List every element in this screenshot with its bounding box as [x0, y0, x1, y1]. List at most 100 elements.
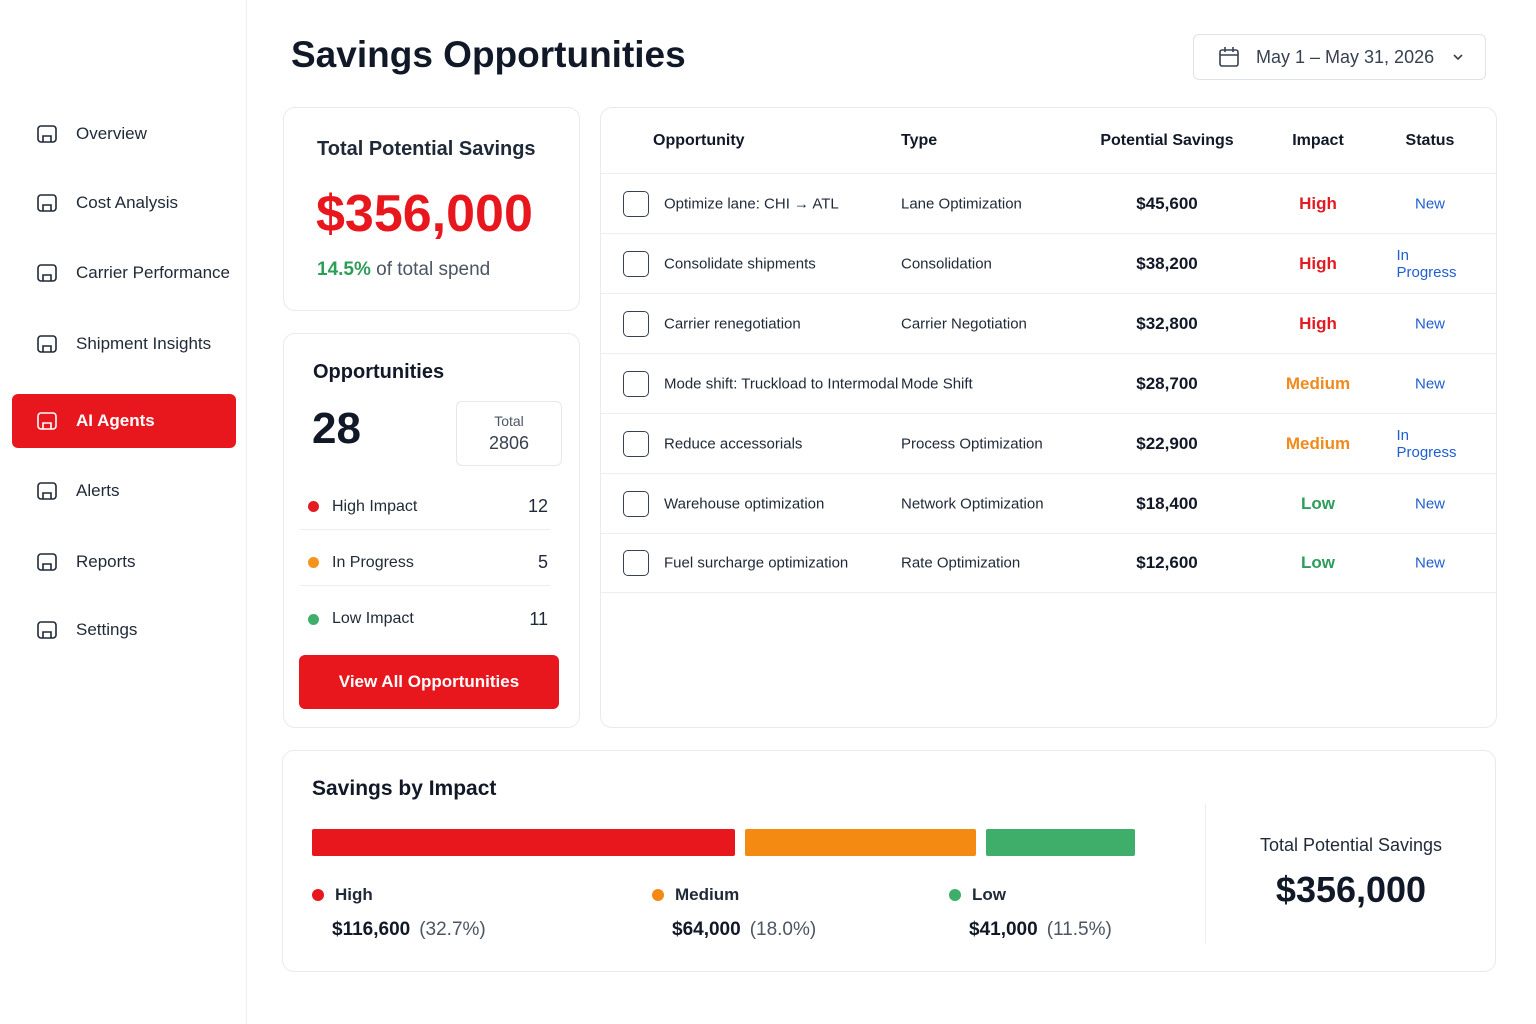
impact-bar	[744, 829, 977, 856]
nav-icon	[37, 335, 57, 353]
nav-icon	[37, 553, 57, 571]
nav-label: Cost Analysis	[76, 193, 179, 212]
nav-item[interactable]: Reports	[12, 535, 236, 589]
table-row: Optimize lane: CHI → ATL Lane Optimizatio…	[601, 173, 1496, 233]
legend-value: $116,600	[332, 919, 411, 940]
status: New	[1414, 554, 1446, 572]
nav-label: Shipment Insights	[76, 334, 212, 353]
view-all-button[interactable]: View All Opportunities	[299, 655, 559, 709]
legend-item: Low	[949, 885, 1006, 905]
legend-name: Medium	[675, 885, 740, 904]
sidebar: Overview Cost Analysis Carrier Performance…	[0, 0, 247, 1024]
legend-item: High	[312, 885, 373, 905]
savings: $18,400	[1136, 493, 1198, 513]
column-header: Type	[901, 131, 938, 149]
total-box: Total 2806	[456, 401, 562, 466]
savings: $12,600	[1136, 553, 1198, 572]
summary-title: Total Potential Savings	[317, 138, 536, 160]
impact: Low	[1301, 493, 1335, 513]
nav-item[interactable]: Carrier Performance	[12, 246, 236, 300]
impact-card: Savings by Impact Total Potential Saving…	[282, 750, 1496, 972]
nav-item[interactable]: Alerts	[12, 464, 236, 518]
impact-item: In Progress 5	[300, 540, 550, 586]
impact-total-value: $356,000	[1275, 869, 1427, 910]
legend-name: Low	[972, 885, 1006, 904]
opportunity: Optimize lane: CHI → ATL	[664, 195, 839, 212]
opportunity: Fuel surcharge optimization	[664, 554, 849, 572]
nav-item[interactable]: Cost Analysis	[12, 176, 236, 230]
impact: Medium	[1285, 373, 1351, 393]
impact-bar	[312, 829, 735, 856]
savings: $32,800	[1136, 313, 1198, 333]
row-icon	[623, 250, 649, 277]
dot	[949, 889, 961, 901]
table-row: Carrier renegotiation Carrier Negotiation…	[601, 293, 1496, 353]
row-icon	[623, 190, 649, 217]
nav-item[interactable]: Settings	[12, 603, 236, 657]
type: Consolidation	[901, 255, 992, 272]
nav-icon	[37, 125, 57, 143]
nav-item[interactable]: Overview	[12, 107, 236, 161]
opportunity: Warehouse optimization	[664, 495, 825, 512]
column-header: Impact	[1292, 131, 1344, 149]
table-row: Reduce accessorials Process Optimization $…	[601, 413, 1496, 473]
impact: High	[1299, 253, 1337, 273]
impact: High	[1299, 193, 1337, 213]
row-icon	[623, 490, 649, 517]
status: New	[1414, 315, 1446, 332]
total-label: Total	[494, 413, 524, 429]
status: New	[1414, 195, 1446, 212]
item-count: 12	[527, 496, 548, 516]
impact-bar	[986, 829, 1135, 856]
legend-value: $41,000	[969, 919, 1038, 940]
legend-share: (18.0%)	[749, 919, 817, 940]
dot	[308, 613, 319, 625]
savings: $28,700	[1136, 373, 1198, 393]
nav-item[interactable]: Shipment Insights	[12, 317, 236, 371]
summary-percent-line: 14.5% of total spend	[317, 259, 490, 281]
nav-label: Carrier Performance	[76, 263, 230, 282]
type: Rate Optimization	[901, 554, 1021, 572]
item-label: In Progress	[332, 553, 414, 571]
dot	[312, 889, 324, 901]
dot	[308, 557, 319, 568]
type: Mode Shift	[901, 375, 973, 392]
legend-value: $64,000	[672, 919, 741, 940]
table-row: Warehouse optimization Network Optimizati…	[601, 473, 1496, 533]
impact-item: Low Impact 11	[300, 596, 550, 642]
column-header: Opportunity	[653, 131, 745, 149]
opportunities-title: Opportunities	[313, 361, 445, 383]
opportunity: Reduce accessorials	[664, 435, 803, 452]
impact: Medium	[1285, 433, 1351, 453]
nav-item[interactable]: AI Agents	[12, 394, 236, 448]
summary-card: Total Potential Savings $356,000 14.5% o…	[283, 107, 580, 311]
opportunity: Mode shift: Truckload to Intermodal	[664, 375, 899, 392]
impact-item: High Impact 12	[300, 484, 550, 530]
summary-amount: $356,000	[316, 185, 533, 243]
summary-percent-suffix: of total spend	[376, 259, 491, 280]
legend-name: High	[335, 885, 373, 904]
opportunities-count: 28	[312, 404, 361, 453]
chevron	[1453, 54, 1463, 61]
date-picker[interactable]: May 1 – May 31, 2026	[1193, 34, 1486, 80]
legend-value-line: $41,000 (11.5%)	[969, 919, 1112, 941]
opportunity: Carrier renegotiation	[664, 315, 801, 332]
nav-label: Reports	[76, 552, 136, 571]
table-row: Fuel surcharge optimization Rate Optimiza…	[601, 533, 1496, 593]
savings: $38,200	[1136, 253, 1198, 273]
impact-total-label: Total Potential Savings	[1259, 835, 1443, 855]
table-header: Opportunity Type Potential Savings Impact St…	[601, 108, 1496, 173]
legend-item: Medium	[652, 885, 739, 905]
nav-icon	[37, 264, 57, 282]
status: In Progress	[1396, 246, 1457, 281]
date-range: May 1 – May 31, 2026	[1256, 46, 1435, 67]
dot	[652, 889, 664, 901]
item-label: Low Impact	[332, 610, 414, 627]
legend-share: (11.5%)	[1046, 919, 1112, 940]
impact: High	[1299, 313, 1337, 333]
legend-value-line: $64,000 (18.0%)	[672, 919, 816, 941]
total-value: 2806	[488, 433, 530, 453]
type: Carrier Negotiation	[901, 315, 1027, 332]
status: New	[1414, 375, 1446, 392]
